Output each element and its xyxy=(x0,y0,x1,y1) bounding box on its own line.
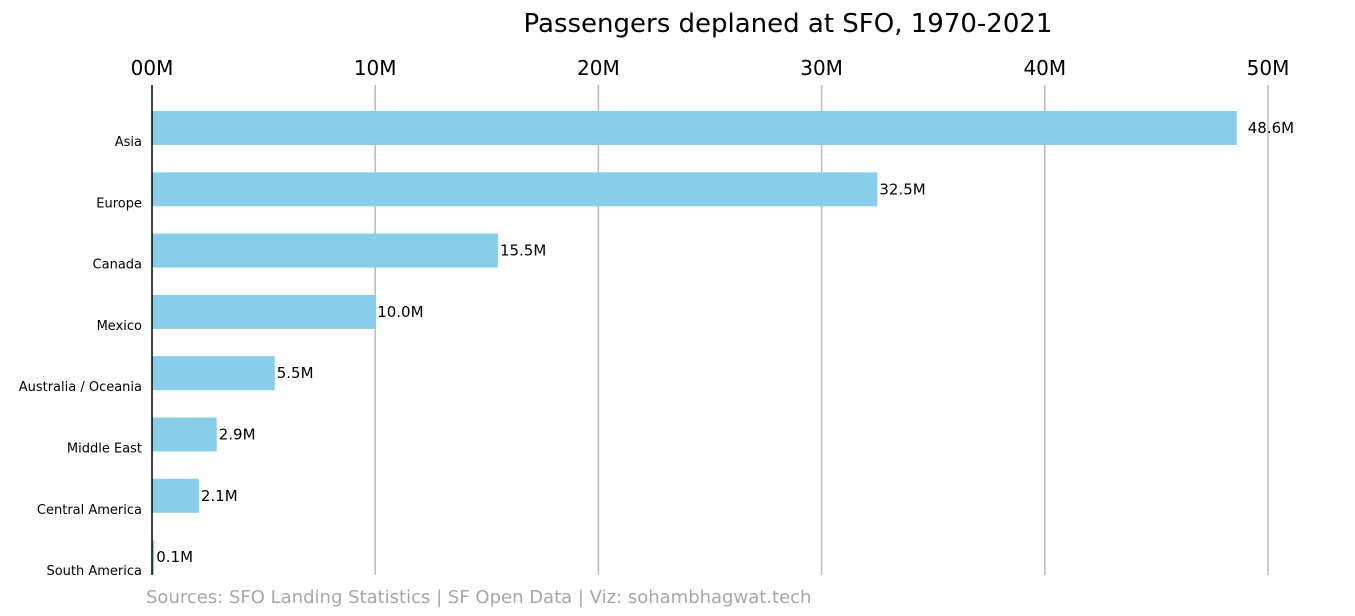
value-label: 15.5M xyxy=(500,242,546,260)
bar xyxy=(152,356,275,391)
x-tick-label: 40M xyxy=(1023,56,1066,80)
y-tick-label: Australia / Oceania xyxy=(19,380,142,395)
gridlines xyxy=(374,85,1269,575)
source-note: Sources: SFO Landing Statistics | SF Ope… xyxy=(146,587,811,608)
value-label: 48.6M xyxy=(1248,119,1294,137)
y-tick-label: Canada xyxy=(93,258,142,273)
value-label: 2.9M xyxy=(219,426,256,444)
x-tick-label: 30M xyxy=(800,56,843,80)
value-label: 32.5M xyxy=(879,180,925,198)
x-tick-label: 10M xyxy=(354,56,397,80)
bars xyxy=(152,111,1237,575)
value-labels: 48.6M 32.5M 15.5M 10.0M 5.5M 2.9M 2.1M 0.1M xyxy=(156,119,1294,566)
y-axis-ticks: Asia Europe Canada Mexico Australia / Oceani… xyxy=(19,135,142,579)
bar xyxy=(152,294,376,329)
bar xyxy=(152,233,498,268)
y-tick-label: Central America xyxy=(37,503,142,518)
y-tick-label: South America xyxy=(46,564,142,579)
x-tick-label: 20M xyxy=(577,56,620,80)
value-label: 10.0M xyxy=(377,303,423,321)
value-label: 0.1M xyxy=(156,548,193,566)
x-tick-label: 00M xyxy=(131,56,174,80)
x-axis-ticks: 00M 10M 20M 30M 40M 50M xyxy=(131,56,1290,80)
bar xyxy=(152,478,199,513)
chart-title: Passengers deplaned at SFO, 1970-2021 xyxy=(524,9,1053,39)
y-tick-label: Mexico xyxy=(97,319,142,334)
value-label: 2.1M xyxy=(201,487,238,505)
bar xyxy=(152,111,1237,145)
y-tick-label: Europe xyxy=(96,196,142,211)
y-tick-label: Asia xyxy=(115,135,142,150)
bar xyxy=(152,172,878,207)
bar xyxy=(152,540,155,575)
y-tick-label: Middle East xyxy=(67,442,142,457)
value-label: 5.5M xyxy=(277,364,314,382)
bar xyxy=(152,417,217,452)
x-tick-label: 50M xyxy=(1247,56,1290,80)
